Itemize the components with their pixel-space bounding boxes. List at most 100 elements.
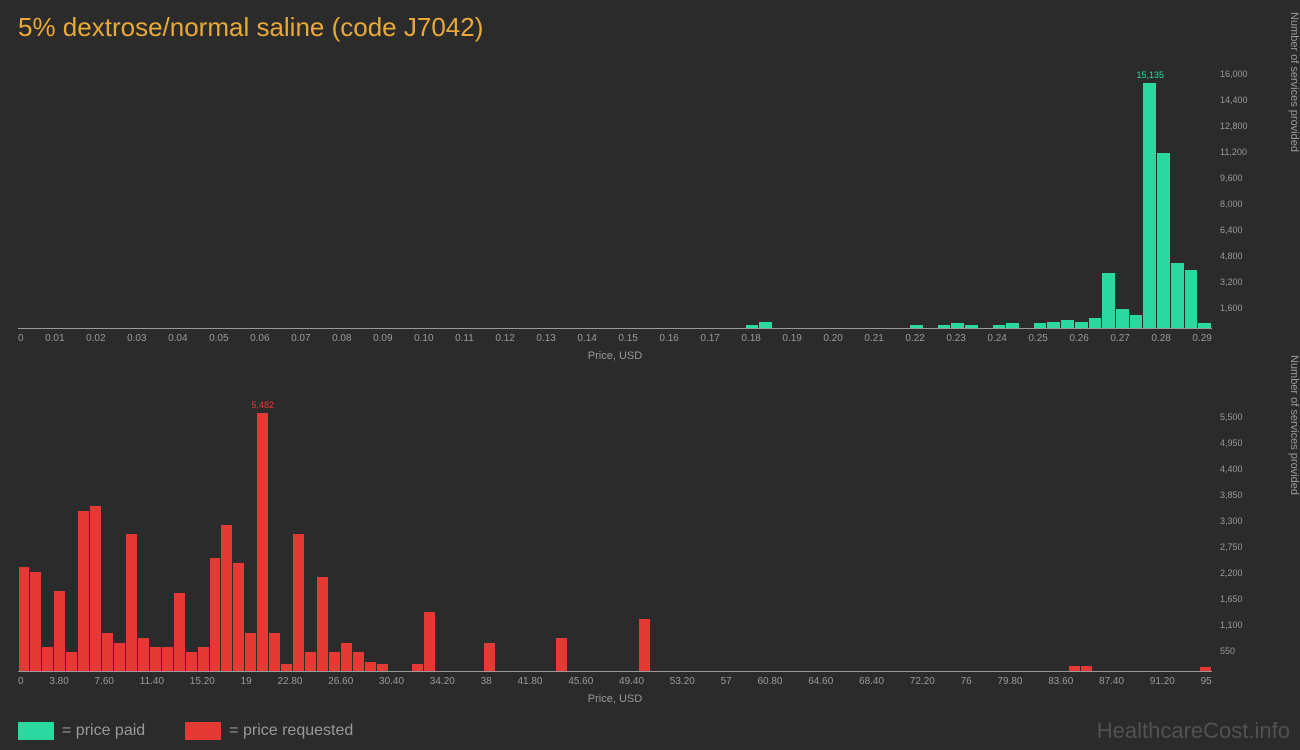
xtick: 0.22 [905, 333, 924, 344]
bar [102, 633, 113, 671]
xtick: 0.23 [946, 333, 965, 344]
xtick: 68.40 [859, 676, 884, 687]
xtick: 26.60 [328, 676, 353, 687]
bar [317, 577, 328, 671]
bar [1006, 323, 1019, 328]
bar [910, 325, 923, 328]
xtick: 49.40 [619, 676, 644, 687]
ytick: 550 [1220, 646, 1256, 656]
top-peak-label: 15,135 [1136, 70, 1164, 80]
ytick: 2,750 [1220, 542, 1256, 552]
bar [305, 652, 316, 671]
bar [293, 534, 304, 671]
xtick: 0.17 [700, 333, 719, 344]
bar [198, 647, 209, 671]
legend-requested: = price requested [185, 722, 353, 740]
bar [210, 558, 221, 671]
bar [1157, 153, 1170, 328]
bottom-bars [18, 412, 1212, 671]
xtick: 0.19 [782, 333, 801, 344]
bottom-chart-container: 5,482 5501,1001,6502,2002,7503,3003,8504… [18, 412, 1252, 705]
bar [1200, 667, 1211, 671]
xtick: 87.40 [1099, 676, 1124, 687]
xtick: 57 [721, 676, 732, 687]
bar [42, 647, 53, 671]
xtick: 41.80 [517, 676, 542, 687]
ytick: 1,600 [1220, 303, 1256, 313]
bar [114, 643, 125, 671]
xtick: 0.20 [823, 333, 842, 344]
top-xaxis: 00.010.020.030.040.050.060.070.080.090.1… [18, 333, 1212, 344]
bar [221, 525, 232, 671]
bar [245, 633, 256, 671]
bar [1198, 323, 1211, 328]
xtick: 76 [961, 676, 972, 687]
bar [993, 325, 1006, 328]
xtick: 0.25 [1028, 333, 1047, 344]
xtick: 0.02 [86, 333, 105, 344]
bar [257, 413, 268, 671]
bar [1102, 273, 1115, 328]
bar [353, 652, 364, 671]
ytick: 12,800 [1220, 121, 1256, 131]
bar [281, 664, 292, 671]
ytick: 4,400 [1220, 464, 1256, 474]
xtick: 0.13 [536, 333, 555, 344]
xtick: 38 [481, 676, 492, 687]
xtick: 64.60 [808, 676, 833, 687]
ytick: 6,400 [1220, 225, 1256, 235]
xtick: 0.18 [741, 333, 760, 344]
xtick: 95 [1201, 676, 1212, 687]
xtick: 72.20 [910, 676, 935, 687]
ytick: 16,000 [1220, 69, 1256, 79]
legend-requested-label: = price requested [229, 722, 353, 740]
xtick: 0.28 [1151, 333, 1170, 344]
bar [1047, 322, 1060, 328]
bar [365, 662, 376, 671]
ytick: 11,200 [1220, 147, 1256, 157]
bar [556, 638, 567, 671]
bar [1089, 318, 1102, 328]
xtick: 0 [18, 676, 24, 687]
bar [1069, 666, 1080, 671]
bar [78, 511, 89, 671]
legend: = price paid = price requested [18, 722, 353, 740]
bar [162, 647, 173, 671]
xtick: 0.12 [495, 333, 514, 344]
xtick: 0.03 [127, 333, 146, 344]
xtick: 0.08 [332, 333, 351, 344]
bar [329, 652, 340, 671]
bar [126, 534, 137, 671]
xtick: 0.07 [291, 333, 310, 344]
legend-paid-label: = price paid [62, 722, 145, 740]
bar [138, 638, 149, 671]
bottom-ylabel: Number of services provided [1288, 354, 1300, 494]
bottom-xaxis: 03.807.6011.4015.201922.8026.6030.4034.2… [18, 676, 1212, 687]
xtick: 30.40 [379, 676, 404, 687]
bar [1034, 323, 1047, 328]
top-xlabel: Price, USD [18, 350, 1212, 362]
xtick: 0.11 [455, 333, 474, 344]
bar [759, 322, 772, 328]
ytick: 4,950 [1220, 438, 1256, 448]
ytick: 1,100 [1220, 620, 1256, 630]
ytick: 1,650 [1220, 594, 1256, 604]
legend-requested-swatch [185, 722, 221, 740]
bar [30, 572, 41, 671]
xtick: 3.80 [49, 676, 68, 687]
bar [938, 325, 951, 328]
xtick: 0.06 [250, 333, 269, 344]
top-yaxis: 1,6003,2004,8006,4008,0009,60011,20012,8… [1220, 69, 1256, 329]
watermark: HealthcareCost.info [1097, 718, 1290, 744]
bar [484, 643, 495, 671]
bar [412, 664, 423, 671]
ytick: 3,200 [1220, 277, 1256, 287]
top-bars [18, 69, 1212, 328]
xtick: 45.60 [568, 676, 593, 687]
xtick: 83.60 [1048, 676, 1073, 687]
bottom-xlabel: Price, USD [18, 693, 1212, 705]
bar [90, 506, 101, 671]
bar [1075, 322, 1088, 328]
xtick: 0.10 [414, 333, 433, 344]
xtick: 53.20 [670, 676, 695, 687]
